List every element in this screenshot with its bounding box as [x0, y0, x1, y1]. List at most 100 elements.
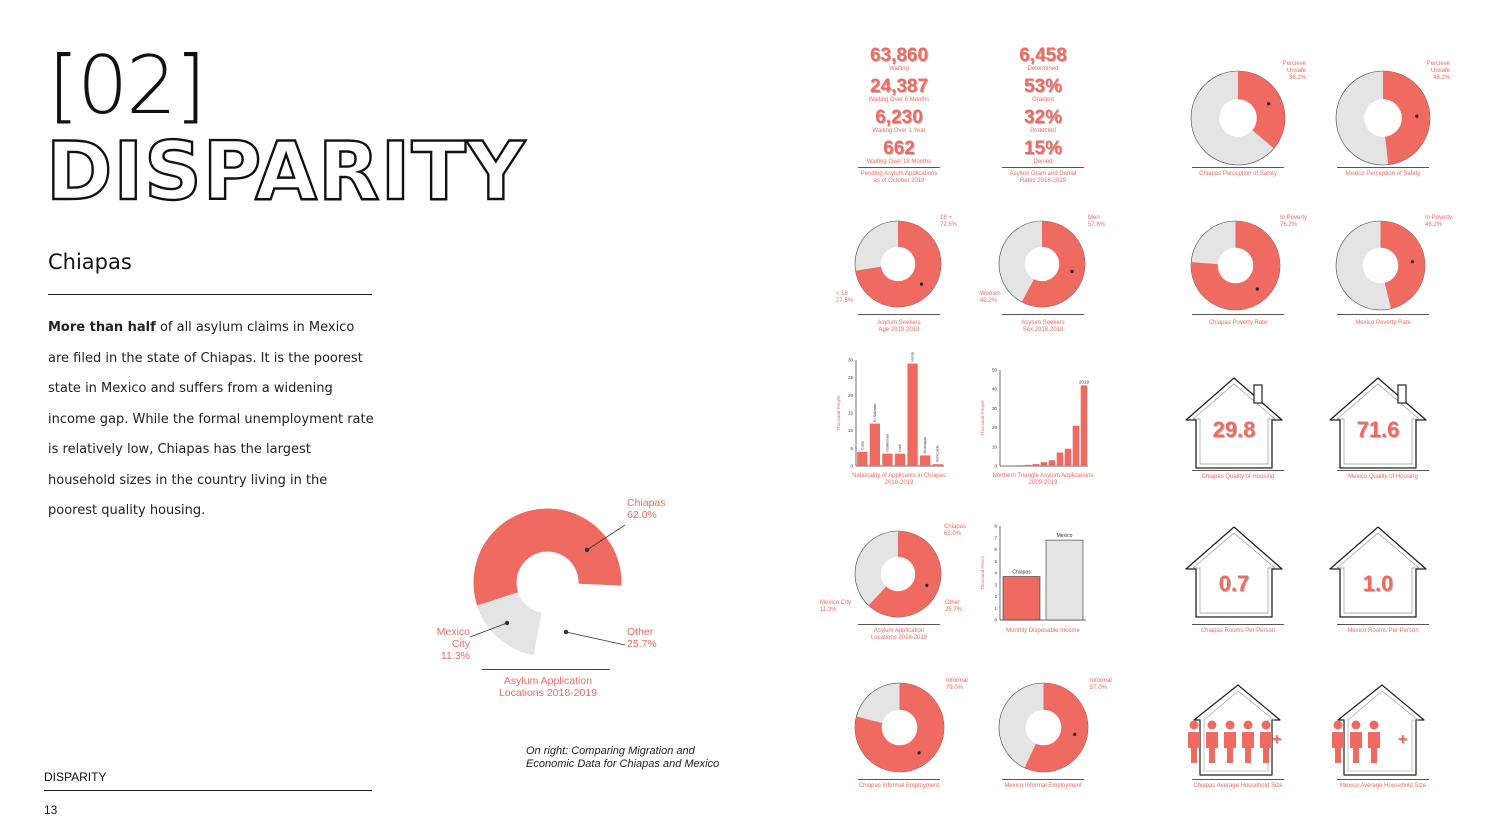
section-title: DISPARITY [45, 125, 526, 218]
age-label-minor: < 18 27.5% [836, 291, 854, 304]
bar [894, 453, 906, 466]
big-donut-dot-chiapas [584, 547, 590, 553]
mexico-informal-caption: Mexico Informal Employment [1004, 783, 1082, 789]
y-tick-label: 3 [994, 582, 997, 587]
mexico-informal-donut [998, 682, 1089, 773]
stat-value: 63,860 [869, 45, 929, 66]
bar-label: Nicaragua [923, 437, 927, 453]
donut-hole [1024, 246, 1060, 282]
donut-hole [881, 709, 918, 746]
chiapas-household-icon [1188, 684, 1281, 776]
chiapas-informal-donut [854, 682, 945, 773]
bar-label: Venezuela [936, 445, 940, 462]
chiapas-safety-label: Percieve Unsafe 36.2% [1282, 61, 1306, 81]
chiapas-informal-label: Informal 79.0% [946, 678, 968, 691]
chiapas-poverty-label: In Poverty 76.2% [1280, 215, 1308, 228]
mexico-safety-label: Percieve Unsafe 48.2% [1426, 61, 1450, 81]
chiapas-poverty-rule [1192, 314, 1284, 315]
stat-label: Denied [1033, 159, 1053, 165]
mexico-informal-label: Informal 57.0% [1090, 678, 1112, 691]
stat-value: 24,387 [869, 76, 929, 97]
stat-value: 15% [1023, 138, 1063, 159]
mexico-quality-value: 71.6 [1356, 417, 1400, 442]
y-tick-label: 10 [992, 444, 998, 449]
northern-triangle-bar-chart: 0 10 20 30 40 50 Thousand People 2019 [980, 368, 1090, 469]
page-number: 13 [44, 803, 58, 817]
mexico-quality-caption: Mexico Quality of Housing [1348, 474, 1418, 480]
big-donut-leader-chiapas [586, 524, 625, 551]
mexico-rooms-rule [1337, 624, 1429, 625]
chiapas-safety-rule [1192, 167, 1284, 168]
grant-caption: Asylum Grant and Denial Rates 2018-2019 [1009, 171, 1077, 184]
donut-value-slice [1380, 221, 1425, 309]
northern-triangle-caption: Northern Triangle Asylum Applications 20… [992, 473, 1094, 486]
donut-hole [1219, 99, 1257, 137]
donut-leader-dot [917, 751, 921, 755]
mexico-household-plus: + [1398, 731, 1408, 748]
y-tick-label: 4 [994, 571, 997, 576]
stat-value: 32% [1023, 107, 1063, 128]
chiapas-quality-value: 29.8 [1212, 417, 1256, 442]
bar-label: Mexico [1057, 533, 1073, 539]
loc-small-label-chiapas: Chiapas 62.0% [944, 524, 967, 537]
mexico-safety-rule [1337, 167, 1429, 168]
age-caption: Asylum Seekers Age 2018-2019 [877, 320, 921, 333]
chiapas-safety-caption: Chiapas Perception of Safety [1199, 171, 1277, 177]
body-paragraph: More than half of all asylum claims in M… [48, 313, 378, 527]
y-tick-label: 0 [994, 618, 997, 623]
donut-hole [1364, 99, 1402, 137]
stat-label: Waiting [889, 66, 909, 72]
mexico-poverty-label: In Poverty 46.2% [1425, 215, 1453, 228]
stat-value: 662 [883, 138, 915, 159]
sex-caption: Asylum Seekers Sex 2018-2019 [1021, 320, 1065, 333]
loc-small-caption: Asylum Application Locations 2018-2019 [870, 628, 928, 641]
grant-stats: 6,458 Determined 53% Granted 32% Protected … [998, 46, 1088, 170]
bar [1002, 576, 1041, 621]
bar [919, 455, 931, 466]
donut-hole [1217, 247, 1254, 284]
y-tick-label: 10 [848, 428, 854, 433]
bar-label: Guatemala [885, 434, 889, 452]
nationality-bar-chart: 0 5 10 15 20 25 30 Thousand People Cuba El Salvad… [836, 352, 944, 469]
mexico-poverty-rule [1337, 314, 1429, 315]
bar-highlight-label: 2019 [1079, 379, 1090, 384]
mexico-poverty-donut [1335, 220, 1426, 311]
mexico-rooms-caption: Mexico Rooms Per Person [1347, 628, 1419, 634]
bar [1048, 460, 1056, 466]
bar [869, 423, 881, 466]
bar [882, 453, 893, 466]
pending-stats: 63,860 Waiting 24,387 Waiting Over 6 Month… [854, 46, 944, 170]
donut-leader-dot [1415, 114, 1419, 118]
bar-label: Haiti [898, 444, 902, 451]
big-donut-hole [516, 551, 579, 614]
bar [1072, 425, 1080, 466]
chiapas-household-caption: Chiapas Average Household Size [1193, 783, 1283, 789]
sex-label-women: Women 42.2% [980, 291, 1001, 304]
mexico-rooms-value: 1.0 [1362, 571, 1394, 596]
subtitle: Chiapas [48, 250, 132, 274]
bar-label: El Salvador [873, 402, 877, 421]
y-tick-label: 5 [994, 559, 997, 564]
footer-divider [44, 790, 372, 791]
y-tick-label: 20 [848, 393, 854, 398]
donut-leader-dot [1410, 260, 1414, 264]
bar [907, 363, 918, 466]
donut-leader-dot [919, 282, 924, 286]
age-rule [858, 314, 940, 315]
y-tick-label: 0 [850, 464, 853, 469]
donut-hole [880, 556, 916, 592]
grant-rule [1002, 167, 1084, 168]
chiapas-informal-rule [858, 779, 940, 780]
loc-small-label-other: Other 25.7% [945, 600, 963, 613]
y-axis-label: Thousand Pesos [980, 555, 985, 590]
bar-label: Honduras [911, 352, 915, 362]
pending-caption: Pending Asylum Applications as of October… [860, 171, 938, 184]
stat-label: Waiting Over 18 Months [866, 159, 932, 165]
y-tick-label: 8 [994, 524, 997, 529]
y-axis-label: Thousand People [836, 395, 841, 431]
y-tick-label: 6 [994, 547, 997, 552]
sex-label-men: Men 57.8% [1088, 215, 1106, 228]
stat-value: 6,230 [875, 107, 923, 128]
mexico-rooms-house-icon [1329, 526, 1427, 618]
chiapas-informal-caption: Chiapas Informal Employment [858, 783, 940, 789]
